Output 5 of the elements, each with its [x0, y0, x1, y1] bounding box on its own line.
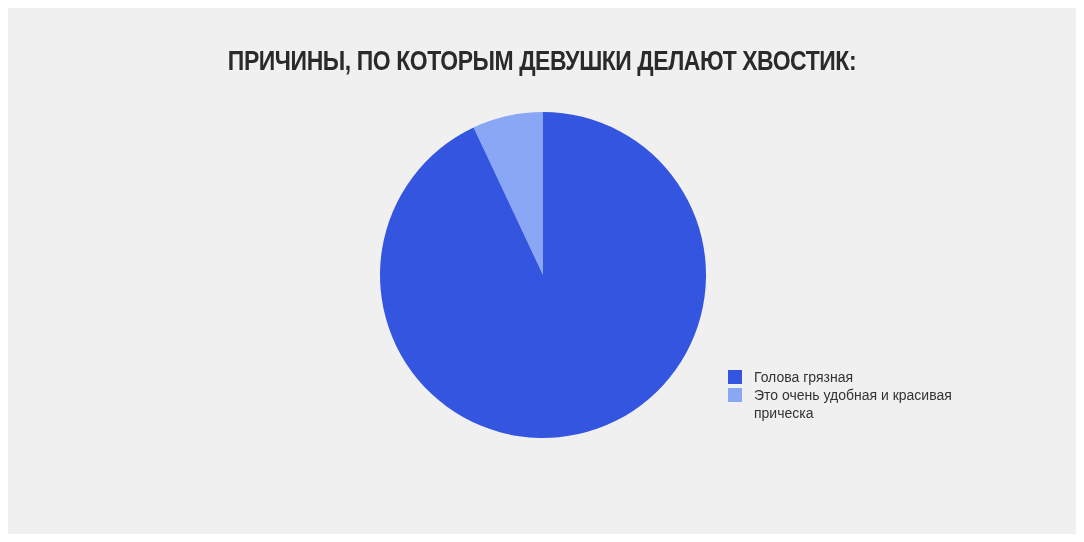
legend-label: Голова грязная: [754, 368, 855, 386]
chart-title: ПРИЧИНЫ, ПО КОТОРЫМ ДЕВУШКИ ДЕЛАЮТ ХВОСТИК:: [226, 46, 858, 77]
pie-slice: [380, 112, 706, 438]
pie-slice: [473, 112, 543, 275]
legend-label: Это очень удобная и красивая прическа: [754, 386, 953, 422]
